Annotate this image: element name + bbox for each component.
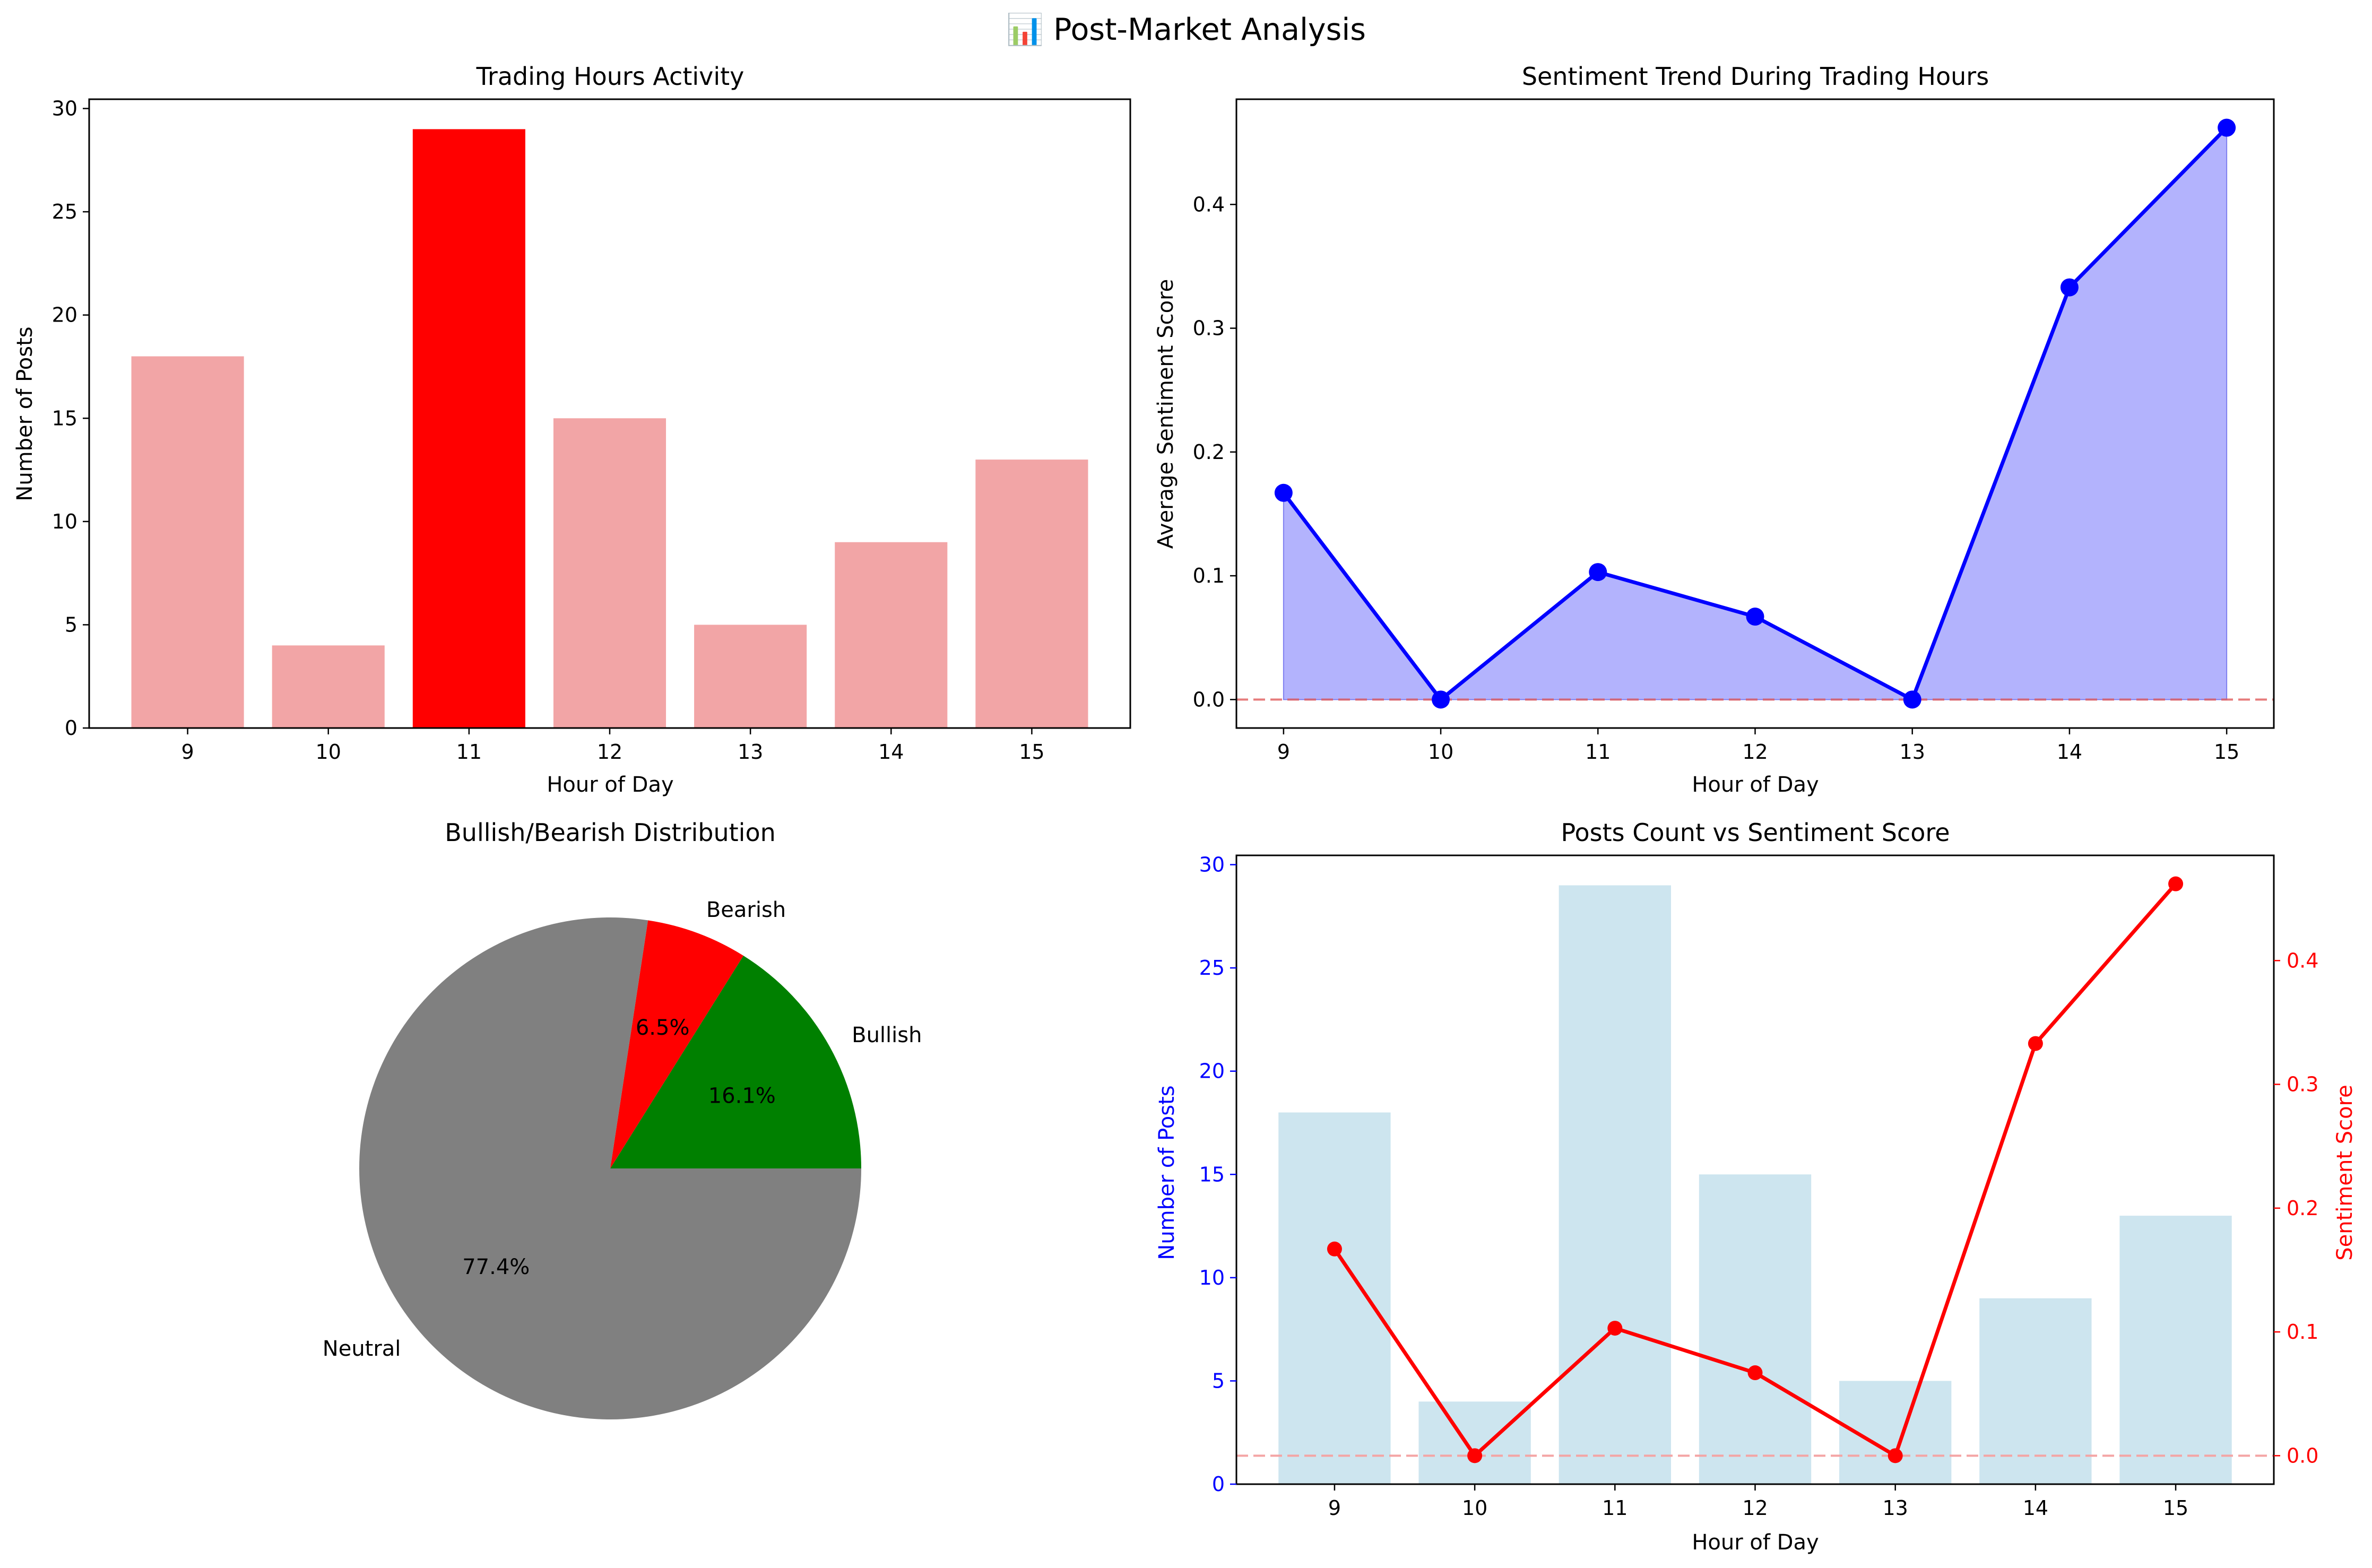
y-tick-label: 5 xyxy=(65,613,77,636)
sentiment-point-hour-12 xyxy=(1746,608,1764,626)
y-tick-label: 0.3 xyxy=(1193,317,1225,340)
y2-tick-label: 0.4 xyxy=(2287,949,2318,972)
y-tick-label: 20 xyxy=(1199,1060,1225,1083)
y-tick-label: 25 xyxy=(1199,956,1225,980)
chart2-ylabel: Average Sentiment Score xyxy=(1154,279,1178,549)
x-tick-label: 10 xyxy=(316,740,341,764)
figure-title: 📊 Post-Market Analysis xyxy=(1006,12,1366,47)
y2-tick-label: 0.1 xyxy=(2287,1320,2318,1344)
posts-bar-hour-10 xyxy=(1418,1401,1531,1484)
chart4-y2label: Sentiment Score xyxy=(2333,1085,2357,1261)
chart4-title: Posts Count vs Sentiment Score xyxy=(1561,818,1950,847)
sentiment-score-point-hour-10 xyxy=(1467,1448,1483,1463)
y2-tick-label: 0.2 xyxy=(2287,1197,2318,1220)
sentiment-point-hour-15 xyxy=(2218,118,2236,137)
y-tick-label: 0.2 xyxy=(1193,440,1225,464)
y-tick-label: 0 xyxy=(65,716,77,740)
bar-hour-15 xyxy=(975,460,1088,728)
y-tick-label: 0 xyxy=(1212,1472,1225,1496)
y-tick-label: 25 xyxy=(52,200,77,223)
pie-slice-bullish xyxy=(610,956,861,1168)
x-tick-label: 15 xyxy=(2214,740,2239,764)
posts-vs-sentiment-chart: Posts Count vs Sentiment Score 9 10 11 12 13… xyxy=(1155,818,2357,1555)
x-tick-label: 11 xyxy=(456,740,482,764)
pie-label-bullish: Bullish xyxy=(852,1023,922,1047)
sentiment-point-hour-10 xyxy=(1432,690,1450,709)
y-tick-label: 30 xyxy=(52,97,77,120)
posts-bar-hour-12 xyxy=(1699,1174,1812,1484)
x-tick-label: 15 xyxy=(2163,1496,2188,1520)
x-tick-label: 12 xyxy=(597,740,622,764)
y-tick-label: 5 xyxy=(1212,1369,1225,1392)
bar-hour-12 xyxy=(553,418,666,728)
posts-bar-hour-9 xyxy=(1278,1112,1391,1484)
y2-tick-label: 0.0 xyxy=(2287,1444,2318,1467)
x-tick-label: 12 xyxy=(1742,1496,1768,1520)
y-tick-label: 10 xyxy=(1199,1266,1225,1289)
y-tick-label: 20 xyxy=(52,304,77,327)
posts-bar-hour-14 xyxy=(1979,1298,2092,1484)
y-tick-label: 10 xyxy=(52,510,77,533)
sentiment-score-point-hour-9 xyxy=(1327,1241,1342,1257)
y-tick-label: 0.4 xyxy=(1193,193,1225,216)
pie-pct-bullish: 16.1% xyxy=(708,1084,776,1108)
sentiment-score-point-hour-13 xyxy=(1888,1448,1903,1463)
bar-hour-14 xyxy=(835,542,948,728)
sentiment-score-point-hour-15 xyxy=(2168,876,2184,891)
x-tick-label: 14 xyxy=(2023,1496,2048,1520)
sentiment-point-hour-11 xyxy=(1589,563,1607,582)
sentiment-score-point-hour-14 xyxy=(2028,1036,2043,1051)
sentiment-score-point-hour-11 xyxy=(1607,1321,1623,1336)
pie-pct-neutral: 77.4% xyxy=(462,1255,530,1279)
y-tick-label: 0.0 xyxy=(1193,688,1225,711)
x-tick-label: 15 xyxy=(1019,740,1044,764)
y2-tick-label: 0.3 xyxy=(2287,1073,2318,1096)
bullish-bearish-pie-chart: Bullish/Bearish Distribution Bullish 16.1… xyxy=(323,818,922,1419)
sentiment-trend-chart: Sentiment Trend During Trading Hours 9 10… xyxy=(1154,62,2275,797)
x-tick-label: 14 xyxy=(878,740,904,764)
chart1-title: Trading Hours Activity xyxy=(476,62,745,91)
chart1-xlabel: Hour of Day xyxy=(547,773,673,797)
bar-hour-13 xyxy=(694,625,807,728)
chart2-title: Sentiment Trend During Trading Hours xyxy=(1522,62,1989,91)
x-tick-label: 13 xyxy=(1883,1496,1908,1520)
sentiment-point-hour-9 xyxy=(1274,483,1293,502)
pie-label-neutral: Neutral xyxy=(323,1337,401,1361)
x-tick-label: 13 xyxy=(1900,740,1925,764)
x-tick-label: 9 xyxy=(1328,1496,1341,1520)
chart1-ylabel: Number of Posts xyxy=(13,326,37,501)
x-tick-label: 10 xyxy=(1462,1496,1487,1520)
x-tick-label: 11 xyxy=(1585,740,1611,764)
chart4-ylabel: Number of Posts xyxy=(1155,1085,1179,1260)
x-tick-label: 11 xyxy=(1602,1496,1627,1520)
x-tick-label: 14 xyxy=(2057,740,2082,764)
sentiment-point-hour-13 xyxy=(1903,690,1921,709)
x-tick-label: 9 xyxy=(1277,740,1290,764)
y-tick-label: 15 xyxy=(52,406,77,430)
trading-hours-activity-chart: Trading Hours Activity 9 10 11 12 13 14 15 0 5 10… xyxy=(13,62,1131,797)
bar-hour-10 xyxy=(272,645,385,728)
chart2-xlabel: Hour of Day xyxy=(1692,773,1819,797)
x-tick-label: 10 xyxy=(1428,740,1453,764)
pie-slice-bearish xyxy=(610,920,743,1168)
x-tick-label: 13 xyxy=(738,740,763,764)
y-tick-label: 15 xyxy=(1199,1163,1225,1186)
posts-bar-hour-15 xyxy=(2119,1216,2232,1484)
y-tick-label: 0.1 xyxy=(1193,564,1225,587)
posts-bar-hour-11 xyxy=(1559,885,1671,1484)
x-tick-label: 12 xyxy=(1742,740,1768,764)
bar-hour-9 xyxy=(131,356,244,728)
pie-label-bearish: Bearish xyxy=(706,898,786,922)
bar-hour-11 xyxy=(412,129,525,728)
pie-slice-neutral xyxy=(359,917,861,1419)
pie-pct-bearish: 6.5% xyxy=(636,1016,690,1040)
chart4-xlabel: Hour of Day xyxy=(1692,1530,1819,1555)
x-tick-label: 9 xyxy=(181,740,194,764)
y-tick-label: 30 xyxy=(1199,853,1225,877)
sentiment-point-hour-14 xyxy=(2060,278,2079,297)
chart3-title: Bullish/Bearish Distribution xyxy=(445,818,776,847)
sentiment-score-point-hour-12 xyxy=(1747,1365,1763,1381)
